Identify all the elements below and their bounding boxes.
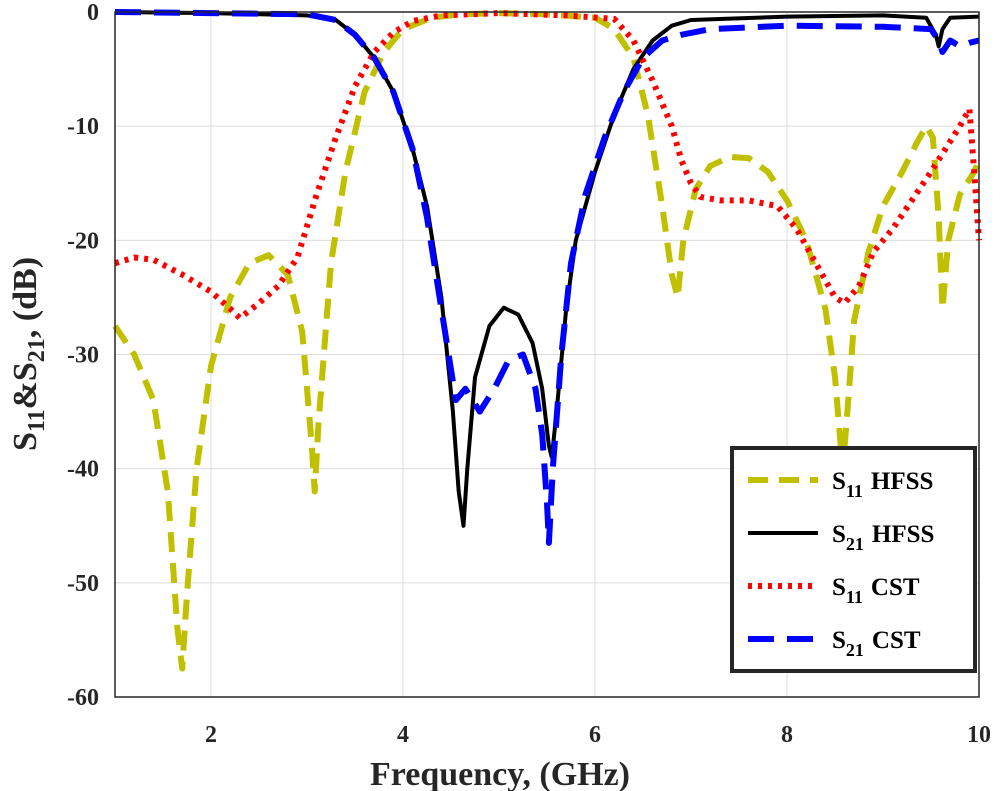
legend-label-base: S [832,521,846,548]
legend-label-solver: CST [872,627,921,654]
legend-label-sub: 11 [846,587,863,607]
y-label-tail: , (dB) [7,257,44,338]
legend-label: S11 CST [832,574,920,607]
y-tick-labels: 0 -10 -20 -30 -40 -50 -60 [67,0,99,711]
y-tick-label: -40 [67,457,99,483]
y-tick-label: -60 [67,685,99,711]
y-axis-label: S11&S21, (dB) [7,257,50,451]
series-line-s11-hfss [112,10,982,672]
legend-label-base: S [832,574,846,601]
legend-label: S11 HFSS [832,468,933,501]
data-series [112,9,982,672]
x-tick-label: 2 [205,722,217,748]
y-tick-label: 0 [87,0,99,26]
legend-label-base: S [832,468,846,495]
series-line-s11-cst [114,10,982,321]
y-label-sub1: 11 [24,409,50,432]
x-axis-label: Frequency, (GHz) [370,756,630,791]
x-tick-label: 10 [967,722,991,748]
y-tick-label: -30 [67,343,99,369]
legend-label-sub: 21 [846,534,864,554]
y-tick-label: -50 [67,571,99,597]
x-tick-label: 8 [781,722,793,748]
legend-label-solver: CST [871,574,920,601]
x-tick-labels: 2 4 6 8 10 [205,722,991,748]
legend-box [730,446,977,673]
x-tick-label: 6 [589,722,601,748]
y-tick-label: -10 [67,114,99,140]
y-label-mid: &S [7,362,44,409]
y-label-base1: S [7,432,44,451]
legend-label-sub: 11 [846,481,863,501]
y-tick-label: -20 [67,228,99,254]
legend-label: S21 CST [832,627,921,660]
legend-label-solver: HFSS [871,468,934,495]
series-line-s21-cst [114,9,980,546]
x-tick-label: 4 [397,722,409,748]
legend-label: S21 HFSS [832,521,934,554]
legend-label-solver: HFSS [872,521,935,548]
legend-label-sub: 21 [846,640,864,660]
y-label-sub2: 21 [24,338,50,362]
legend-label-base: S [832,627,846,654]
plot-frame [114,11,980,698]
